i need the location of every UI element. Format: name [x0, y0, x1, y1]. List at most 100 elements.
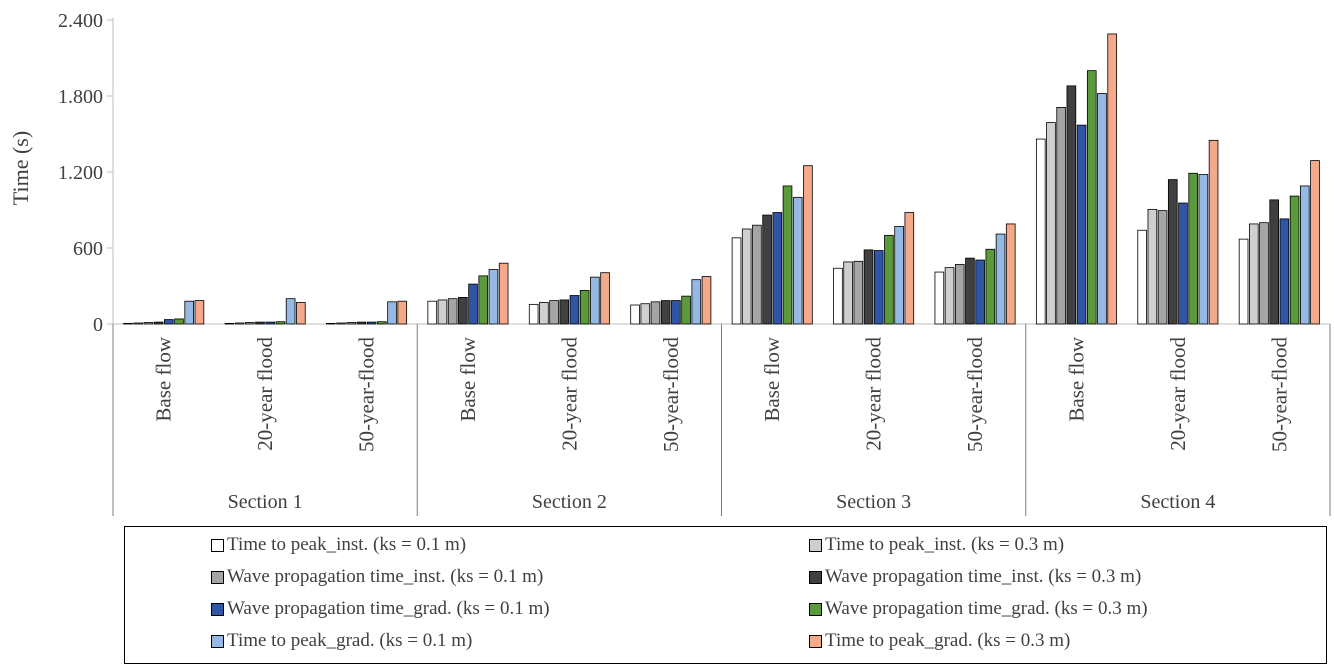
bar	[650, 301, 661, 325]
bar	[153, 321, 164, 325]
y-tick-label: 2.400	[58, 10, 103, 32]
bar	[934, 271, 945, 325]
y-axis-title: Time (s)	[8, 131, 33, 205]
bar	[285, 298, 296, 325]
bar	[691, 279, 702, 325]
bar	[833, 267, 843, 325]
bar	[224, 322, 235, 325]
x-category-label: 50-year-flood	[355, 337, 379, 453]
bar	[1198, 174, 1209, 325]
legend-swatch	[809, 538, 822, 552]
x-category-label: 20-year flood	[862, 337, 886, 451]
bar	[630, 304, 640, 325]
x-category-label: 20-year flood	[557, 337, 581, 451]
legend-swatch	[211, 634, 224, 648]
bar	[539, 302, 549, 325]
bar	[579, 290, 590, 325]
bar	[1238, 238, 1249, 325]
bar	[1066, 85, 1077, 325]
x-category-label: Base flow	[1064, 336, 1088, 421]
bar	[1086, 70, 1097, 325]
bar	[143, 322, 154, 325]
bar	[234, 322, 245, 325]
x-category-label: Base flow	[760, 336, 784, 421]
x-category-label: 50-year-flood	[1267, 337, 1291, 453]
bar	[528, 303, 539, 325]
bar	[174, 318, 184, 325]
bar	[762, 214, 772, 325]
bar	[559, 299, 570, 325]
bar	[600, 272, 610, 325]
bar	[792, 196, 803, 325]
bar	[701, 276, 712, 325]
bar	[681, 295, 691, 325]
bar	[1157, 210, 1168, 325]
bar	[366, 321, 377, 325]
bar	[843, 261, 853, 325]
bar	[954, 264, 965, 325]
bar	[782, 185, 793, 325]
bar	[1167, 179, 1178, 325]
bar	[549, 300, 559, 325]
bar	[884, 234, 894, 325]
bar	[1056, 107, 1066, 325]
legend-label: Wave propagation time_inst. (ks = 0.1 m)	[227, 566, 544, 587]
bar	[437, 299, 448, 325]
bar	[478, 275, 489, 325]
bar	[245, 322, 255, 325]
x-category-label: 20-year flood	[253, 337, 277, 451]
bar	[275, 321, 286, 325]
bar	[1005, 223, 1016, 325]
bar	[1035, 138, 1046, 325]
bar	[731, 237, 742, 325]
bar	[1178, 202, 1188, 325]
bar	[569, 295, 580, 325]
legend-item: Time to peak_grad. (ks = 0.3 m)	[809, 630, 1070, 652]
group-label: Section 2	[532, 491, 607, 513]
y-tick-label: 600	[73, 238, 103, 260]
labels-layer: 0 600 1.200 1.800 2.400 Base flow 20-year floo…	[58, 10, 1291, 513]
bar	[123, 322, 133, 325]
legend-swatch	[809, 570, 822, 584]
bar	[1299, 185, 1310, 325]
y-tick-label: 1.800	[58, 86, 103, 108]
legend-label: Time to peak_inst. (ks = 0.1 m)	[227, 534, 467, 555]
legend-item: Time to peak_inst. (ks = 0.1 m)	[211, 534, 466, 556]
bar	[985, 248, 996, 325]
bar	[944, 267, 955, 325]
bar	[1248, 223, 1259, 325]
legend-label: Wave propagation time_grad. (ks = 0.1 m)	[227, 598, 550, 619]
bar	[397, 300, 408, 325]
legend-item: Wave propagation time_grad. (ks = 0.3 m)	[809, 598, 1148, 620]
bar	[741, 228, 752, 325]
bar	[660, 300, 671, 325]
legend-swatch	[211, 538, 224, 552]
x-category-label: Base flow	[152, 336, 176, 421]
bar	[803, 165, 813, 325]
bar	[498, 262, 509, 325]
legend-swatch	[211, 570, 224, 584]
bar	[752, 224, 762, 325]
bar	[184, 300, 195, 325]
bar	[1289, 195, 1300, 325]
legend-label: Time to peak_inst. (ks = 0.3 m)	[825, 534, 1065, 555]
legend-label: Time to peak_grad. (ks = 0.1 m)	[227, 630, 473, 651]
bar	[356, 321, 367, 325]
y-tick-label: 1.200	[58, 162, 103, 184]
legend-item: Wave propagation time_inst. (ks = 0.3 m)	[809, 566, 1141, 588]
bar	[904, 212, 915, 325]
bar	[1046, 122, 1056, 325]
bar	[265, 321, 276, 325]
bar	[133, 322, 144, 325]
bar	[1107, 33, 1117, 325]
bar	[671, 300, 681, 325]
legend-label: Wave propagation time_grad. (ks = 0.3 m)	[825, 598, 1148, 619]
bars-layer	[123, 33, 1320, 325]
legend-swatch	[211, 602, 224, 616]
bar	[336, 322, 346, 325]
legend-swatch	[809, 634, 822, 648]
group-label: Section 1	[228, 491, 303, 513]
bar	[1259, 222, 1269, 325]
bar	[458, 296, 468, 325]
group-label: Section 4	[1140, 491, 1215, 513]
